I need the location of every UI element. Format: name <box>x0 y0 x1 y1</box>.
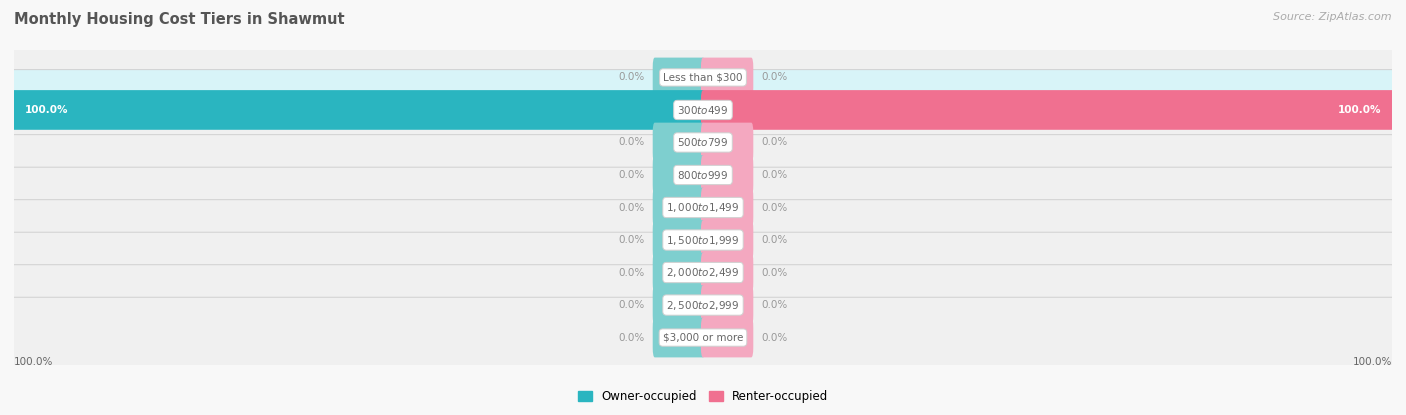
FancyBboxPatch shape <box>8 265 1398 345</box>
Text: 100.0%: 100.0% <box>24 105 67 115</box>
FancyBboxPatch shape <box>8 37 1398 118</box>
Text: Less than $300: Less than $300 <box>664 73 742 83</box>
FancyBboxPatch shape <box>652 58 704 97</box>
Text: $800 to $999: $800 to $999 <box>678 169 728 181</box>
Text: $300 to $499: $300 to $499 <box>678 104 728 116</box>
FancyBboxPatch shape <box>8 102 1398 183</box>
FancyBboxPatch shape <box>8 70 1398 150</box>
FancyBboxPatch shape <box>702 285 754 325</box>
Text: 0.0%: 0.0% <box>619 268 644 278</box>
Legend: Owner-occupied, Renter-occupied: Owner-occupied, Renter-occupied <box>578 391 828 403</box>
FancyBboxPatch shape <box>702 58 754 97</box>
Text: 0.0%: 0.0% <box>762 137 787 147</box>
Text: Monthly Housing Cost Tiers in Shawmut: Monthly Housing Cost Tiers in Shawmut <box>14 12 344 27</box>
Text: 0.0%: 0.0% <box>619 300 644 310</box>
Text: 0.0%: 0.0% <box>762 203 787 212</box>
FancyBboxPatch shape <box>8 200 1398 281</box>
Text: $2,500 to $2,999: $2,500 to $2,999 <box>666 298 740 312</box>
FancyBboxPatch shape <box>702 188 754 227</box>
Text: 100.0%: 100.0% <box>1353 357 1392 367</box>
Text: 0.0%: 0.0% <box>762 300 787 310</box>
Text: 0.0%: 0.0% <box>762 170 787 180</box>
FancyBboxPatch shape <box>652 155 704 195</box>
Text: 0.0%: 0.0% <box>762 235 787 245</box>
Text: 0.0%: 0.0% <box>762 268 787 278</box>
Text: 0.0%: 0.0% <box>762 73 787 83</box>
Text: $3,000 or more: $3,000 or more <box>662 332 744 342</box>
Text: $2,000 to $2,499: $2,000 to $2,499 <box>666 266 740 279</box>
FancyBboxPatch shape <box>702 253 754 292</box>
FancyBboxPatch shape <box>652 220 704 260</box>
Text: 0.0%: 0.0% <box>619 332 644 342</box>
FancyBboxPatch shape <box>652 285 704 325</box>
FancyBboxPatch shape <box>702 220 754 260</box>
Text: $1,000 to $1,499: $1,000 to $1,499 <box>666 201 740 214</box>
Text: 100.0%: 100.0% <box>1339 105 1382 115</box>
Text: 0.0%: 0.0% <box>619 203 644 212</box>
Text: 0.0%: 0.0% <box>619 137 644 147</box>
Text: $500 to $799: $500 to $799 <box>678 137 728 149</box>
Text: 0.0%: 0.0% <box>619 73 644 83</box>
FancyBboxPatch shape <box>652 318 704 357</box>
FancyBboxPatch shape <box>8 134 1398 215</box>
FancyBboxPatch shape <box>8 167 1398 248</box>
FancyBboxPatch shape <box>8 232 1398 313</box>
FancyBboxPatch shape <box>8 297 1398 378</box>
FancyBboxPatch shape <box>702 90 1393 130</box>
Text: 0.0%: 0.0% <box>762 332 787 342</box>
FancyBboxPatch shape <box>702 123 754 162</box>
FancyBboxPatch shape <box>702 155 754 195</box>
Text: 0.0%: 0.0% <box>619 170 644 180</box>
Text: $1,500 to $1,999: $1,500 to $1,999 <box>666 234 740 247</box>
FancyBboxPatch shape <box>652 123 704 162</box>
FancyBboxPatch shape <box>652 253 704 292</box>
FancyBboxPatch shape <box>702 318 754 357</box>
FancyBboxPatch shape <box>13 90 704 130</box>
FancyBboxPatch shape <box>652 188 704 227</box>
Text: Source: ZipAtlas.com: Source: ZipAtlas.com <box>1274 12 1392 22</box>
Text: 0.0%: 0.0% <box>619 235 644 245</box>
Text: 100.0%: 100.0% <box>14 357 53 367</box>
